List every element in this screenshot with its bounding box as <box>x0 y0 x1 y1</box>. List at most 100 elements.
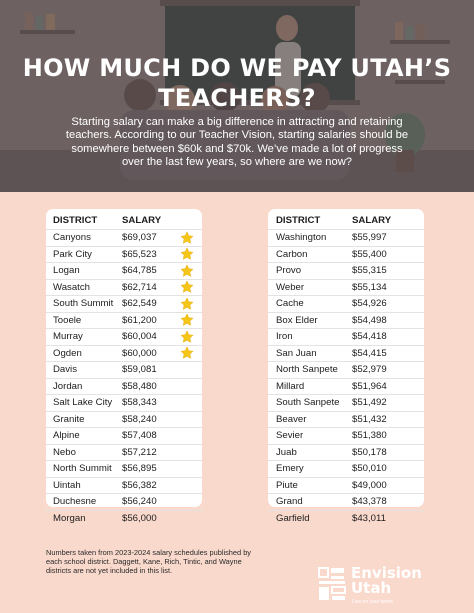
table-row: Murray $60,004 <box>46 328 202 345</box>
starting-salary: $62,549 <box>122 298 157 310</box>
starting-salary: $61,200 <box>122 314 157 326</box>
table-row: Ogden $60,000 <box>46 344 202 362</box>
district-name: Alpine <box>53 430 80 442</box>
star-icon <box>180 297 194 310</box>
district-name: Weber <box>276 281 305 293</box>
table-row: Millard $51,964 <box>268 377 424 395</box>
star-cell <box>176 231 198 245</box>
starting-salary: $56,240 <box>122 496 157 508</box>
starting-salary: $55,400 <box>352 248 387 260</box>
column-header-district: DISTRICT <box>276 215 321 226</box>
district-name: Logan <box>53 265 80 277</box>
column-header-district: DISTRICT <box>53 215 98 226</box>
table-row: South Summit $62,549 <box>46 295 202 312</box>
district-name: South Summit <box>53 298 114 310</box>
star-cell <box>176 264 198 278</box>
star-icon <box>180 313 194 327</box>
table-row: Salt Lake City $58,343 <box>46 394 202 411</box>
district-name: Nebo <box>53 446 76 458</box>
district-name: Murray <box>53 331 83 343</box>
starting-salary: $43,378 <box>352 496 387 508</box>
table-row: Canyons $69,037 <box>46 229 202 246</box>
starting-salary: $57,212 <box>122 446 157 458</box>
district-name: Carbon <box>276 248 308 260</box>
starting-salary: $49,000 <box>352 479 387 491</box>
table-row: Uintah $56,382 <box>46 476 202 494</box>
district-name: Iron <box>276 331 293 343</box>
district-name: Park City <box>53 248 92 260</box>
starting-salary: $58,480 <box>122 380 157 392</box>
starting-salary: $52,979 <box>352 364 387 376</box>
starting-salary: $58,240 <box>122 413 157 425</box>
starting-salary: $62,714 <box>122 281 157 293</box>
table-body: Washington $55,997 Carbon $55,400 Provo $55,3… <box>268 229 424 526</box>
district-name: Granite <box>53 413 85 425</box>
envision-utah-logo: Envision Utah Live on your terms <box>318 565 438 605</box>
table-row: Piute $49,000 <box>268 476 424 494</box>
district-name: Emery <box>276 463 304 475</box>
district-name: Box Elder <box>276 314 318 326</box>
district-name: Sevier <box>276 430 304 442</box>
table-row: Nebo $57,212 <box>46 443 202 461</box>
district-name: Canyons <box>53 232 91 244</box>
starting-salary: $55,134 <box>352 281 387 293</box>
starting-salary: $54,498 <box>352 314 387 326</box>
starting-salary: $51,432 <box>352 413 387 425</box>
starting-salary: $57,408 <box>122 430 157 442</box>
starting-salary: $51,380 <box>352 430 387 442</box>
district-name: North Sanpete <box>276 364 338 376</box>
table-row: Grand $43,378 <box>268 493 424 510</box>
table-row: Weber $55,134 <box>268 278 424 296</box>
starting-salary: $54,418 <box>352 331 387 343</box>
district-name: Jordan <box>53 380 83 392</box>
star-icon <box>180 247 194 261</box>
table-row: Garfield $43,011 <box>268 509 424 527</box>
salary-table-left: DISTRICT SALARY Canyons $69,037 Park City $… <box>46 209 202 524</box>
logo-wordmark: Envision Utah <box>351 564 422 597</box>
page-title: HOW MUCH DO WE PAY UTAH’S TEACHERS? <box>22 54 452 112</box>
table-row: Logan $64,785 <box>46 262 202 279</box>
starting-salary: $54,415 <box>352 347 387 359</box>
table-row: Davis $59,081 <box>46 361 202 378</box>
table-row: Granite $58,240 <box>46 410 202 428</box>
star-icon <box>180 346 194 360</box>
envision-utah-logo-mark <box>318 567 346 600</box>
starting-salary: $58,343 <box>122 397 157 409</box>
starting-salary: $50,178 <box>352 446 387 458</box>
table-header: DISTRICT SALARY <box>46 212 202 229</box>
table-header: DISTRICT SALARY <box>268 212 424 229</box>
table-row: Sevier $51,380 <box>268 427 424 444</box>
table-row: Provo $55,315 <box>268 262 424 279</box>
table-row: Cache $54,926 <box>268 295 424 312</box>
table-row: Park City $65,523 <box>46 245 202 263</box>
district-name: Ogden <box>53 347 82 359</box>
star-cell <box>176 313 198 327</box>
district-name: San Juan <box>276 347 317 359</box>
starting-salary: $59,081 <box>122 364 157 376</box>
starting-salary: $50,010 <box>352 463 387 475</box>
table-row: Morgan $56,000 <box>46 509 202 527</box>
table-row: Iron $54,418 <box>268 328 424 345</box>
table-row: Emery $50,010 <box>268 460 424 477</box>
district-name: Garfield <box>276 512 310 524</box>
starting-salary: $65,523 <box>122 248 157 260</box>
starting-salary: $54,926 <box>352 298 387 310</box>
starting-salary: $51,492 <box>352 397 387 409</box>
column-header-salary: SALARY <box>122 215 162 226</box>
district-name: Piute <box>276 479 298 491</box>
starting-salary: $56,895 <box>122 463 157 475</box>
star-cell <box>176 330 198 344</box>
table-row: Alpine $57,408 <box>46 427 202 444</box>
logo-tagline: Live on your terms <box>352 599 394 605</box>
starting-salary: $60,000 <box>122 347 157 359</box>
district-name: North Summit <box>53 463 112 475</box>
table-row: Juab $50,178 <box>268 443 424 461</box>
starting-salary: $56,382 <box>122 479 157 491</box>
star-cell <box>176 297 198 311</box>
star-icon <box>180 330 194 343</box>
district-name: South Sanpete <box>276 397 340 409</box>
district-name: Davis <box>53 364 77 376</box>
starting-salary: $43,011 <box>352 512 386 524</box>
district-name: Duchesne <box>53 496 97 508</box>
star-icon <box>180 264 194 277</box>
